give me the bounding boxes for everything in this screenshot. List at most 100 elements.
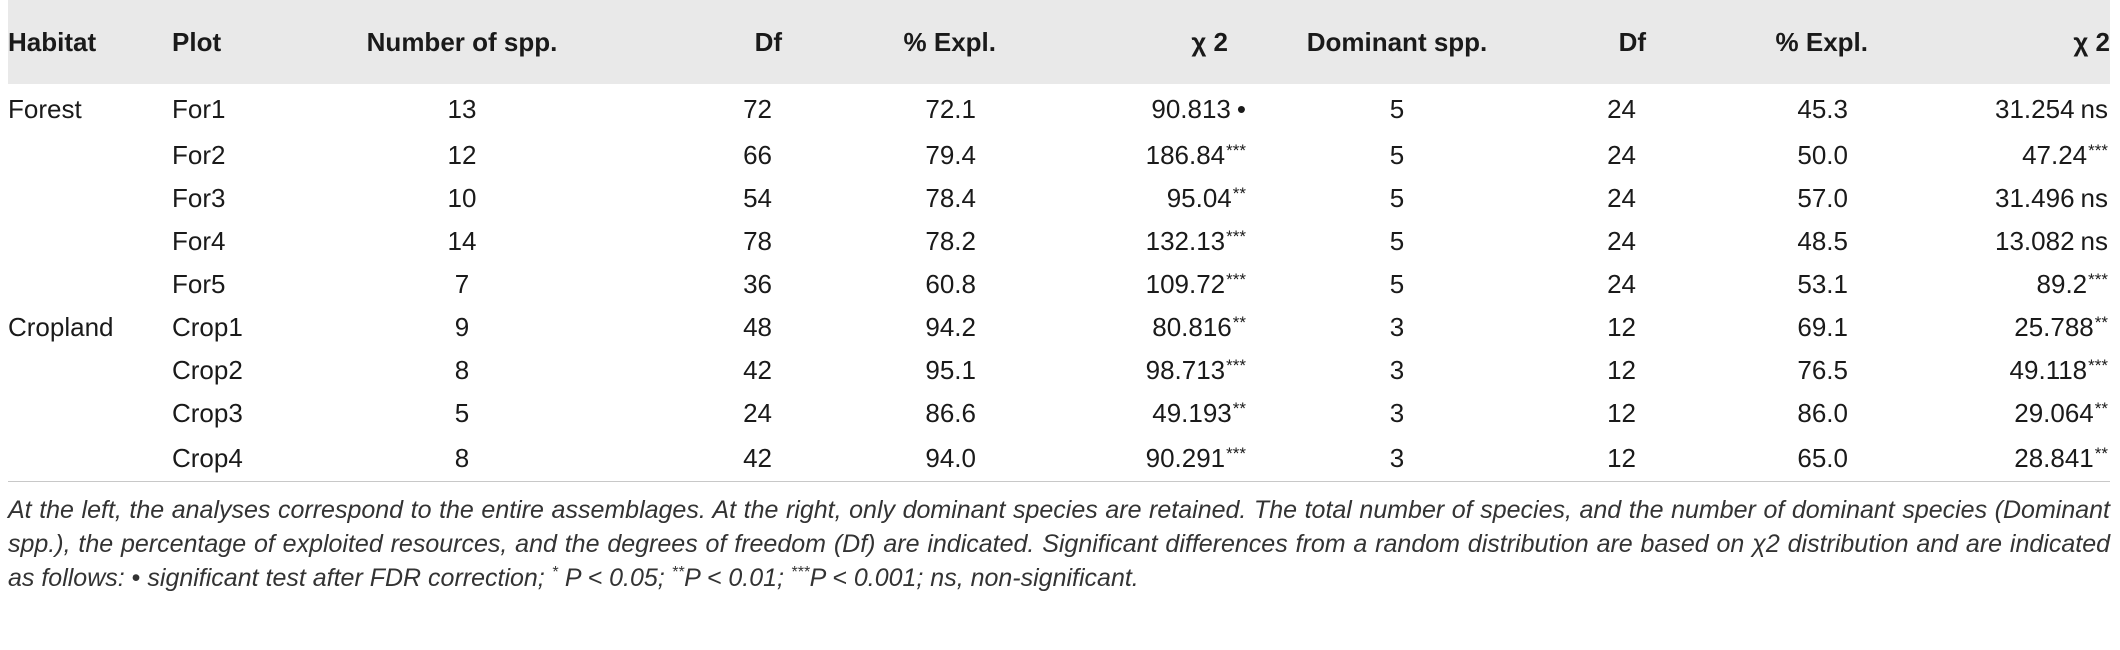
cell-dominant-spp-value: 5 bbox=[1389, 93, 1405, 124]
cell-chi2-dominant: 49.118*** bbox=[1872, 349, 2110, 392]
cell-number-of-spp: 9 bbox=[302, 306, 622, 349]
header-dominant-spp: Dominant spp. bbox=[1306, 26, 1488, 57]
significance-ns: ns bbox=[2080, 226, 2108, 256]
cell-df-value: 72 bbox=[743, 93, 772, 124]
significance-stars: *** bbox=[2088, 270, 2108, 289]
cell-number-of-spp-value: 8 bbox=[454, 442, 470, 473]
cell-chi2: 90.291*** bbox=[1022, 435, 1262, 482]
cell-chi2-dominant-value: 89.2 bbox=[2036, 269, 2088, 299]
cell-chi2-dominant: 28.841** bbox=[1872, 435, 2110, 482]
cell-dominant-spp: 5 bbox=[1262, 177, 1532, 220]
cell-dominant-spp: 3 bbox=[1262, 349, 1532, 392]
cell-df-dominant-value: 12 bbox=[1607, 312, 1636, 342]
cell-plot: Crop1 bbox=[172, 306, 302, 349]
cell-df-dominant: 12 bbox=[1532, 435, 1682, 482]
cell-df-dominant-value: 24 bbox=[1607, 269, 1636, 299]
cell-chi2: 49.193** bbox=[1022, 392, 1262, 435]
cell-number-of-spp: 8 bbox=[302, 435, 622, 482]
table-row: Crop4 8 42 94.0 90.291*** 3 12 65.0 28.841** bbox=[8, 435, 2110, 482]
cell-pct-expl-dominant-value: 69.1 bbox=[1797, 312, 1848, 342]
cell-number-of-spp-value: 13 bbox=[447, 93, 477, 124]
cell-chi2-value: 90.291 bbox=[1145, 442, 1226, 473]
cell-pct-expl: 72.1 bbox=[802, 84, 1022, 134]
cell-dominant-spp-value: 3 bbox=[1389, 398, 1405, 428]
cell-chi2-dominant-value: 29.064 bbox=[2014, 398, 2094, 428]
cell-plot-value: Crop2 bbox=[172, 355, 243, 385]
cell-chi2-dominant-value: 13.082 bbox=[1995, 226, 2075, 256]
cell-plot-value: Crop4 bbox=[172, 442, 243, 473]
cell-habitat-value: Forest bbox=[8, 93, 82, 124]
cell-number-of-spp: 13 bbox=[302, 84, 622, 134]
cell-pct-expl: 86.6 bbox=[802, 392, 1022, 435]
cell-df-dominant: 24 bbox=[1532, 177, 1682, 220]
cell-habitat bbox=[8, 177, 172, 220]
cell-dominant-spp: 5 bbox=[1262, 220, 1532, 263]
cell-chi2: 132.13*** bbox=[1022, 220, 1262, 263]
caption-text-3: P < 0.05; bbox=[557, 564, 672, 592]
cell-number-of-spp: 14 bbox=[302, 220, 622, 263]
header-df: Df bbox=[754, 26, 782, 57]
cell-df-value: 54 bbox=[743, 183, 772, 213]
significance-stars: *** bbox=[1226, 270, 1246, 289]
cell-plot: For3 bbox=[172, 177, 302, 220]
cell-dominant-spp: 5 bbox=[1262, 134, 1532, 177]
header-pct-expl: % Expl. bbox=[903, 26, 996, 57]
cell-df: 42 bbox=[622, 349, 802, 392]
cell-chi2-value: 80.816 bbox=[1152, 312, 1232, 342]
cell-chi2: 109.72*** bbox=[1022, 263, 1262, 306]
cell-df: 66 bbox=[622, 134, 802, 177]
cell-pct-expl-value: 79.4 bbox=[925, 140, 976, 170]
significance-bullet: • bbox=[1236, 93, 1246, 124]
cell-plot: For4 bbox=[172, 220, 302, 263]
cell-chi2: 80.816** bbox=[1022, 306, 1262, 349]
cell-plot: Crop3 bbox=[172, 392, 302, 435]
significance-stars: ** bbox=[2094, 399, 2108, 418]
cell-pct-expl-value: 78.2 bbox=[925, 226, 976, 256]
cell-number-of-spp: 8 bbox=[302, 349, 622, 392]
cell-pct-expl-dominant: 50.0 bbox=[1682, 134, 1872, 177]
table-row: Cropland Crop1 9 48 94.2 80.816** 3 12 69.1 25.78… bbox=[8, 306, 2110, 349]
cell-dominant-spp-value: 5 bbox=[1389, 140, 1405, 170]
cell-pct-expl-dominant: 57.0 bbox=[1682, 177, 1872, 220]
cell-pct-expl: 94.2 bbox=[802, 306, 1022, 349]
cell-habitat bbox=[8, 220, 172, 263]
cell-chi2-dominant: 25.788** bbox=[1872, 306, 2110, 349]
cell-number-of-spp: 10 bbox=[302, 177, 622, 220]
header-row: Habitat Plot Number of spp. Df % Expl. χ… bbox=[8, 0, 2110, 84]
cell-habitat bbox=[8, 263, 172, 306]
header-plot: Plot bbox=[172, 26, 222, 57]
cell-chi2-dominant: 47.24*** bbox=[1872, 134, 2110, 177]
cell-pct-expl-value: 95.1 bbox=[925, 355, 976, 385]
caption-sup-2: ** bbox=[671, 564, 685, 581]
cell-number-of-spp: 7 bbox=[302, 263, 622, 306]
cell-pct-expl-value: 78.4 bbox=[925, 183, 976, 213]
cell-dominant-spp: 5 bbox=[1262, 263, 1532, 306]
table-row: For3 10 54 78.4 95.04** 5 24 57.0 31.496 ns bbox=[8, 177, 2110, 220]
cell-df-dominant: 24 bbox=[1532, 84, 1682, 134]
cell-df-value: 66 bbox=[743, 140, 772, 170]
cell-pct-expl-dominant: 69.1 bbox=[1682, 306, 1872, 349]
caption-text-4: P < 0.01; bbox=[684, 564, 791, 592]
cell-habitat-value: Cropland bbox=[8, 312, 114, 342]
cell-habitat: Cropland bbox=[8, 306, 172, 349]
cell-pct-expl-dominant-value: 57.0 bbox=[1797, 183, 1848, 213]
table-row: Forest For1 13 72 72.1 90.813 • 5 24 45.3 31.254 ns bbox=[8, 84, 2110, 134]
significance-stars: *** bbox=[2088, 356, 2108, 375]
cell-df-dominant-value: 12 bbox=[1607, 442, 1636, 473]
significance-stars: ** bbox=[2094, 443, 2108, 463]
cell-df: 42 bbox=[622, 435, 802, 482]
significance-stars: ** bbox=[1232, 184, 1246, 203]
significance-stars: ** bbox=[2094, 313, 2108, 332]
cell-df-value: 78 bbox=[743, 226, 772, 256]
cell-df-dominant: 24 bbox=[1532, 263, 1682, 306]
cell-number-of-spp-value: 12 bbox=[447, 140, 477, 170]
cell-pct-expl-dominant-value: 65.0 bbox=[1797, 442, 1848, 473]
cell-chi2-dominant: 89.2*** bbox=[1872, 263, 2110, 306]
cell-number-of-spp: 5 bbox=[302, 392, 622, 435]
cell-df: 72 bbox=[622, 84, 802, 134]
significance-stars: *** bbox=[1226, 141, 1246, 160]
cell-pct-expl-dominant-value: 86.0 bbox=[1797, 398, 1848, 428]
cell-plot-value: For2 bbox=[172, 140, 226, 170]
cell-pct-expl: 79.4 bbox=[802, 134, 1022, 177]
cell-habitat bbox=[8, 134, 172, 177]
